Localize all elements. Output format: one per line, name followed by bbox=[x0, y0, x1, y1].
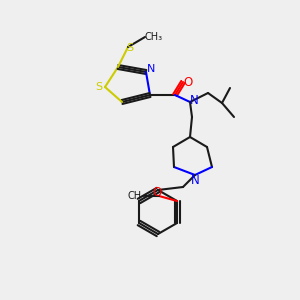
Text: S: S bbox=[95, 82, 103, 92]
Text: CH₃: CH₃ bbox=[128, 191, 146, 201]
Text: CH₃: CH₃ bbox=[145, 32, 163, 42]
Text: N: N bbox=[147, 64, 155, 74]
Text: S: S bbox=[126, 43, 134, 53]
Text: N: N bbox=[190, 94, 198, 106]
Text: N: N bbox=[190, 173, 200, 187]
Text: O: O bbox=[183, 76, 193, 88]
Text: O: O bbox=[152, 185, 162, 199]
